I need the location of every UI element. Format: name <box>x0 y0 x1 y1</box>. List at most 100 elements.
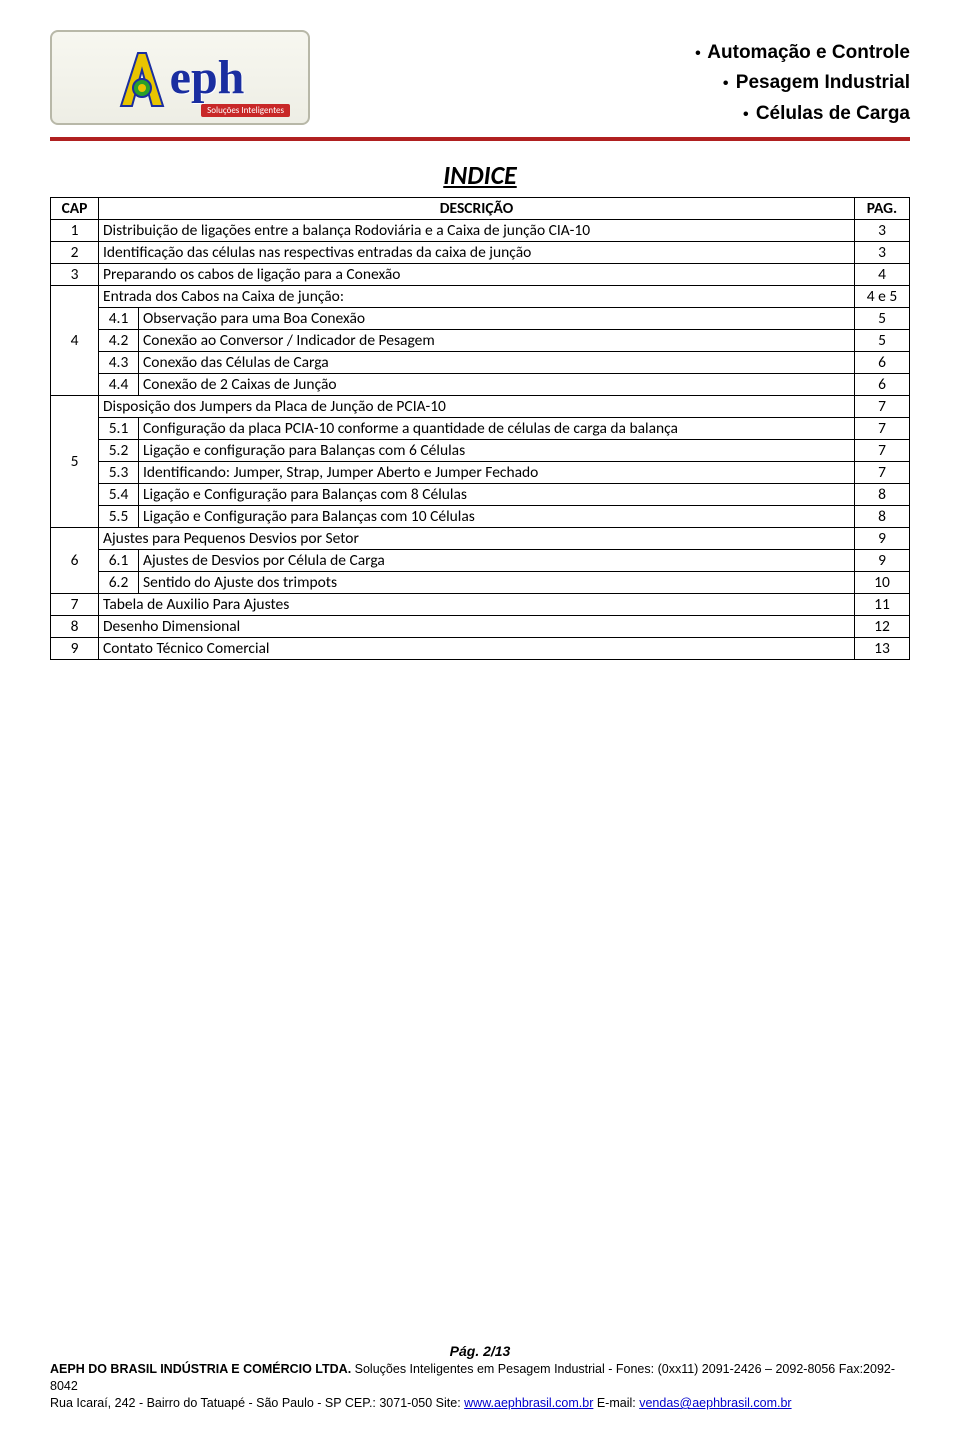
logo-a-icon <box>116 48 166 108</box>
row-desc: Observação para uma Boa Conexão <box>139 308 855 330</box>
row-cap: 1 <box>51 220 99 242</box>
row-desc: Ligação e configuração para Balanças com… <box>139 440 855 462</box>
row-pag: 3 <box>855 220 910 242</box>
row-desc: Conexão ao Conversor / Indicador de Pesa… <box>139 330 855 352</box>
row-pag: 12 <box>855 616 910 638</box>
row-desc: Preparando os cabos de ligação para a Co… <box>99 264 855 286</box>
row-cap: 8 <box>51 616 99 638</box>
row-desc: Sentido do Ajuste dos trimpots <box>139 572 855 594</box>
row-sub: 6.2 <box>99 572 139 594</box>
row-desc: Entrada dos Cabos na Caixa de junção: <box>99 286 855 308</box>
table-row: 5.5Ligação e Configuração para Balanças … <box>51 506 910 528</box>
row-pag: 7 <box>855 440 910 462</box>
row-pag: 4 <box>855 264 910 286</box>
col-desc-header: DESCRIÇÃO <box>99 198 855 220</box>
row-cap: 4 <box>51 286 99 396</box>
table-header-row: CAP DESCRIÇÃO PAG. <box>51 198 910 220</box>
footer-email-link[interactable]: vendas@aephbrasil.com.br <box>639 1396 791 1410</box>
header-line-2: Pesagem Industrial <box>736 72 910 93</box>
row-pag: 9 <box>855 550 910 572</box>
row-pag: 13 <box>855 638 910 660</box>
row-sub: 5.3 <box>99 462 139 484</box>
row-pag: 7 <box>855 418 910 440</box>
table-row: 5.4Ligação e Configuração para Balanças … <box>51 484 910 506</box>
row-cap: 5 <box>51 396 99 528</box>
row-pag: 7 <box>855 462 910 484</box>
row-desc: Ligação e Configuração para Balanças com… <box>139 484 855 506</box>
row-pag: 9 <box>855 528 910 550</box>
footer-address-line: Rua Icaraí, 242 - Bairro do Tatuapé - Sã… <box>50 1395 910 1412</box>
row-sub: 5.4 <box>99 484 139 506</box>
table-row: 5.1Configuração da placa PCIA-10 conform… <box>51 418 910 440</box>
page-title: INDICE <box>50 159 910 191</box>
table-row: 7Tabela de Auxilio Para Ajustes11 <box>51 594 910 616</box>
table-row: 5Disposição dos Jumpers da Placa de Junç… <box>51 396 910 418</box>
row-sub: 5.2 <box>99 440 139 462</box>
index-table: CAP DESCRIÇÃO PAG. 1Distribuição de liga… <box>50 197 910 660</box>
row-desc: Configuração da placa PCIA-10 conforme a… <box>139 418 855 440</box>
row-sub: 5.5 <box>99 506 139 528</box>
row-cap: 6 <box>51 528 99 594</box>
row-desc: Tabela de Auxilio Para Ajustes <box>99 594 855 616</box>
header-taglines: • Automação e Controle • Pesagem Industr… <box>695 30 910 129</box>
row-pag: 7 <box>855 396 910 418</box>
row-desc: Ajustes de Desvios por Célula de Carga <box>139 550 855 572</box>
row-cap: 3 <box>51 264 99 286</box>
row-pag: 3 <box>855 242 910 264</box>
row-cap: 9 <box>51 638 99 660</box>
table-row: 4.4Conexão de 2 Caixas de Junção6 <box>51 374 910 396</box>
row-pag: 11 <box>855 594 910 616</box>
table-row: 4.2Conexão ao Conversor / Indicador de P… <box>51 330 910 352</box>
page-footer: Pág. 2/13 AEPH DO BRASIL INDÚSTRIA E COM… <box>50 1343 910 1412</box>
row-sub: 4.3 <box>99 352 139 374</box>
table-row: 2Identificação das células nas respectiv… <box>51 242 910 264</box>
row-sub: 5.1 <box>99 418 139 440</box>
row-pag: 5 <box>855 308 910 330</box>
table-row: 4.1Observação para uma Boa Conexão5 <box>51 308 910 330</box>
row-sub: 6.1 <box>99 550 139 572</box>
table-row: 6.1Ajustes de Desvios por Célula de Carg… <box>51 550 910 572</box>
row-pag: 5 <box>855 330 910 352</box>
row-pag: 8 <box>855 484 910 506</box>
col-cap-header: CAP <box>51 198 99 220</box>
row-pag: 6 <box>855 352 910 374</box>
header-divider <box>50 137 910 141</box>
row-sub: 4.2 <box>99 330 139 352</box>
table-row: 5.3Identificando: Jumper, Strap, Jumper … <box>51 462 910 484</box>
row-sub: 4.1 <box>99 308 139 330</box>
header-line-1: Automação e Controle <box>707 42 910 63</box>
row-pag: 10 <box>855 572 910 594</box>
table-row: 5.2Ligação e configuração para Balanças … <box>51 440 910 462</box>
footer-company-line: AEPH DO BRASIL INDÚSTRIA E COMÉRCIO LTDA… <box>50 1361 910 1395</box>
row-desc: Contato Técnico Comercial <box>99 638 855 660</box>
table-row: 1Distribuição de ligações entre a balanç… <box>51 220 910 242</box>
table-row: 8Desenho Dimensional12 <box>51 616 910 638</box>
table-row: 6.2Sentido do Ajuste dos trimpots10 <box>51 572 910 594</box>
row-desc: Desenho Dimensional <box>99 616 855 638</box>
document-header: eph Soluções Inteligentes • Automação e … <box>50 30 910 129</box>
row-desc: Identificação das células nas respectiva… <box>99 242 855 264</box>
col-pag-header: PAG. <box>855 198 910 220</box>
table-row: 6Ajustes para Pequenos Desvios por Setor… <box>51 528 910 550</box>
row-pag: 8 <box>855 506 910 528</box>
logo-subtitle: Soluções Inteligentes <box>201 104 290 117</box>
page-number: Pág. 2/13 <box>50 1343 910 1359</box>
row-desc: Ajustes para Pequenos Desvios por Setor <box>99 528 855 550</box>
row-desc: Identificando: Jumper, Strap, Jumper Abe… <box>139 462 855 484</box>
row-pag: 4 e 5 <box>855 286 910 308</box>
row-desc: Conexão de 2 Caixas de Junção <box>139 374 855 396</box>
row-desc: Ligação e Configuração para Balanças com… <box>139 506 855 528</box>
table-row: 3Preparando os cabos de ligação para a C… <box>51 264 910 286</box>
row-desc: Distribuição de ligações entre a balança… <box>99 220 855 242</box>
company-logo: eph Soluções Inteligentes <box>50 30 310 125</box>
footer-address: Rua Icaraí, 242 - Bairro do Tatuapé - Sã… <box>50 1396 464 1410</box>
row-desc: Disposição dos Jumpers da Placa de Junçã… <box>99 396 855 418</box>
table-row: 4Entrada dos Cabos na Caixa de junção:4 … <box>51 286 910 308</box>
row-cap: 2 <box>51 242 99 264</box>
footer-company-name: AEPH DO BRASIL INDÚSTRIA E COMÉRCIO LTDA… <box>50 1362 351 1376</box>
header-line-3: Células de Carga <box>756 103 910 124</box>
logo-wordmark: eph <box>170 50 245 105</box>
footer-site-link[interactable]: www.aephbrasil.com.br <box>464 1396 593 1410</box>
row-cap: 7 <box>51 594 99 616</box>
row-pag: 6 <box>855 374 910 396</box>
